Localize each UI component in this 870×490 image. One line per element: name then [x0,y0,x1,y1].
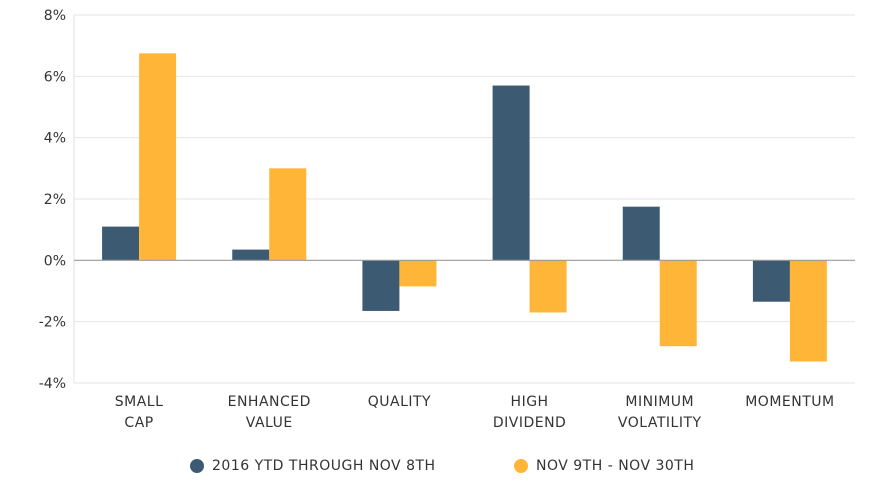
gridlines [74,14,855,384]
legend-swatch-series-2 [514,459,528,473]
x-tick-label: ENHANCED [228,394,311,410]
legend-swatch-series-1 [190,459,204,473]
bar-chart: 8% 6% 4% 2% 0% -2% -4% SMALL CAP ENHANCED VALUE QU… [39,8,855,431]
x-tick-label: VALUE [246,415,293,431]
y-tick-label: 4% [44,131,66,147]
legend-item-series-2: NOV 9TH - NOV 30TH [514,458,694,474]
y-tick-label: -2% [39,315,66,331]
bar-series-1 [622,206,660,261]
y-tick-label: 8% [44,8,66,24]
x-tick-label: VOLATILITY [618,415,702,431]
legend-label-series-1: 2016 YTD THROUGH NOV 8TH [212,458,436,474]
bar-series-1 [102,226,140,261]
bar-series-1 [232,249,270,261]
x-tick-label: HIGH [511,394,549,410]
legend: 2016 YTD THROUGH NOV 8TH NOV 9TH - NOV 3… [0,458,870,488]
x-tick-label: QUALITY [368,394,431,410]
bar-series-2 [139,53,177,261]
legend-label-series-2: NOV 9TH - NOV 30TH [536,458,695,474]
bar-series-2 [789,260,827,362]
x-tick-label: MINIMUM [625,394,694,410]
x-tick-label: DIVIDEND [493,415,567,431]
x-tick-label: MOMENTUM [745,394,834,410]
y-axis: 8% 6% 4% 2% 0% -2% -4% [39,8,75,392]
y-tick-label: 6% [44,69,66,85]
bar-series-1 [362,260,400,311]
y-tick-label: 0% [44,253,66,269]
bars [102,53,827,362]
bar-series-2 [269,168,307,261]
bar-series-1 [752,260,790,302]
x-tick-label: CAP [124,415,153,431]
bar-series-1 [492,85,530,261]
legend-item-series-1: 2016 YTD THROUGH NOV 8TH [190,458,436,474]
bar-series-2 [399,260,437,287]
bar-series-2 [659,260,697,347]
y-tick-label: -4% [39,376,66,392]
x-axis-labels: SMALL CAP ENHANCED VALUE QUALITY HIGH DIVIDEND… [115,394,834,431]
bar-series-2 [529,260,567,313]
y-tick-label: 2% [44,192,66,208]
x-tick-label: SMALL [115,394,164,410]
